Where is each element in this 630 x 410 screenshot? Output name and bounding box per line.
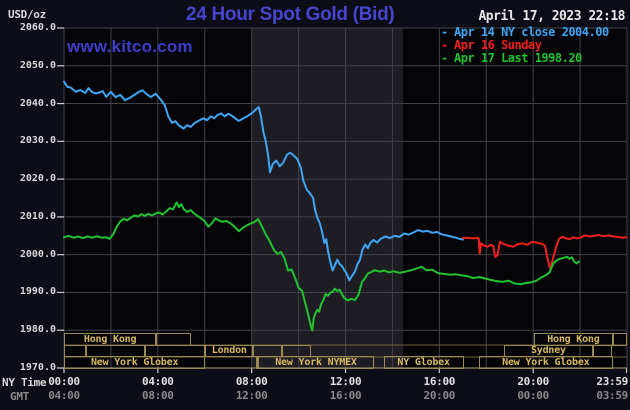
session-box (612, 333, 627, 346)
y-tick-label: 2030.0 (19, 135, 56, 147)
session-box-ny-globex: NY Globex (383, 356, 464, 369)
x-tick-label-ny: 16:00 (423, 375, 456, 388)
x-axis-ny-time-label: NY Time (2, 376, 47, 389)
page-title: 24 Hour Spot Gold (Bid) (186, 4, 395, 25)
legend-label-apr14: Apr 14 NY close 2004.00 (454, 25, 609, 39)
x-tick-label-gmt: 08:00 (142, 389, 174, 402)
y-tick-label: 2010.0 (19, 210, 56, 222)
session-box-new-york-nymex: New York NYMEX (256, 356, 374, 369)
x-tick-label-gmt: 20:00 (423, 389, 456, 402)
x-tick-label-ny: 04:00 (142, 375, 174, 388)
session-box-new-york-globex: New York Globex (478, 356, 613, 369)
y-tick-label: 1970.0 (19, 362, 56, 373)
y-tick-label: 1980.0 (19, 324, 56, 336)
chart-legend: - Apr 14 NY close 2004.00 - Apr 16 Sunday … (441, 26, 609, 65)
y-tick-label: 1990.0 (19, 286, 56, 298)
y-tick-label: 2060.0 (19, 22, 56, 33)
legend-marker-apr16-icon: - (441, 38, 448, 52)
x-tick-label-gmt: 00:00 (517, 389, 549, 402)
x-tick-label-ny: 23:59 (596, 375, 628, 388)
x-tick-label-ny: 20:00 (517, 375, 549, 388)
kitco-watermark: www.kitco.com (67, 37, 193, 56)
legend-label-apr17: Apr 17 Last 1998.20 (454, 51, 582, 65)
series-line-apr-14 (63, 80, 464, 282)
x-tick-label-gmt: 16:00 (329, 389, 362, 402)
x-tick-label-ny: 12:00 (329, 375, 362, 388)
session-box-london: London (205, 345, 254, 357)
y-tick-label: 2050.0 (19, 59, 56, 71)
x-tick-label-ny: 00:00 (48, 375, 80, 388)
x-tick-label-gmt: 03:59 (596, 389, 628, 402)
legend-item-apr14: - Apr 14 NY close 2004.00 (441, 26, 609, 39)
y-tick-label: 2040.0 (19, 97, 56, 109)
legend-label-apr16: Apr 16 Sunday (454, 38, 542, 52)
y-tick-label: 2000.0 (19, 248, 56, 260)
x-axis-gmt-label: GMT (10, 390, 29, 403)
x-tick-label-ny: 08:00 (235, 375, 268, 388)
session-box-new-york-globex: New York Globex (64, 356, 206, 369)
legend-item-apr17: - Apr 17 Last 1998.20 (441, 52, 609, 65)
legend-item-apr16: - Apr 16 Sunday (441, 39, 609, 52)
series-line-apr-17 (63, 201, 580, 332)
nymex-session-band (251, 28, 403, 368)
legend-marker-apr14-icon: - (441, 25, 448, 39)
datetime-label: April 17, 2023 22:18 (478, 9, 625, 24)
legend-marker-apr17-icon: - (441, 51, 448, 65)
x-tick-label-gmt: 12:00 (235, 389, 268, 402)
y-axis-unit-label: USD/oz (8, 8, 46, 21)
y-tick-label: 2020.0 (19, 173, 56, 185)
series-line-apr-16 (461, 234, 628, 270)
x-tick-label-gmt: 04:00 (48, 389, 80, 402)
